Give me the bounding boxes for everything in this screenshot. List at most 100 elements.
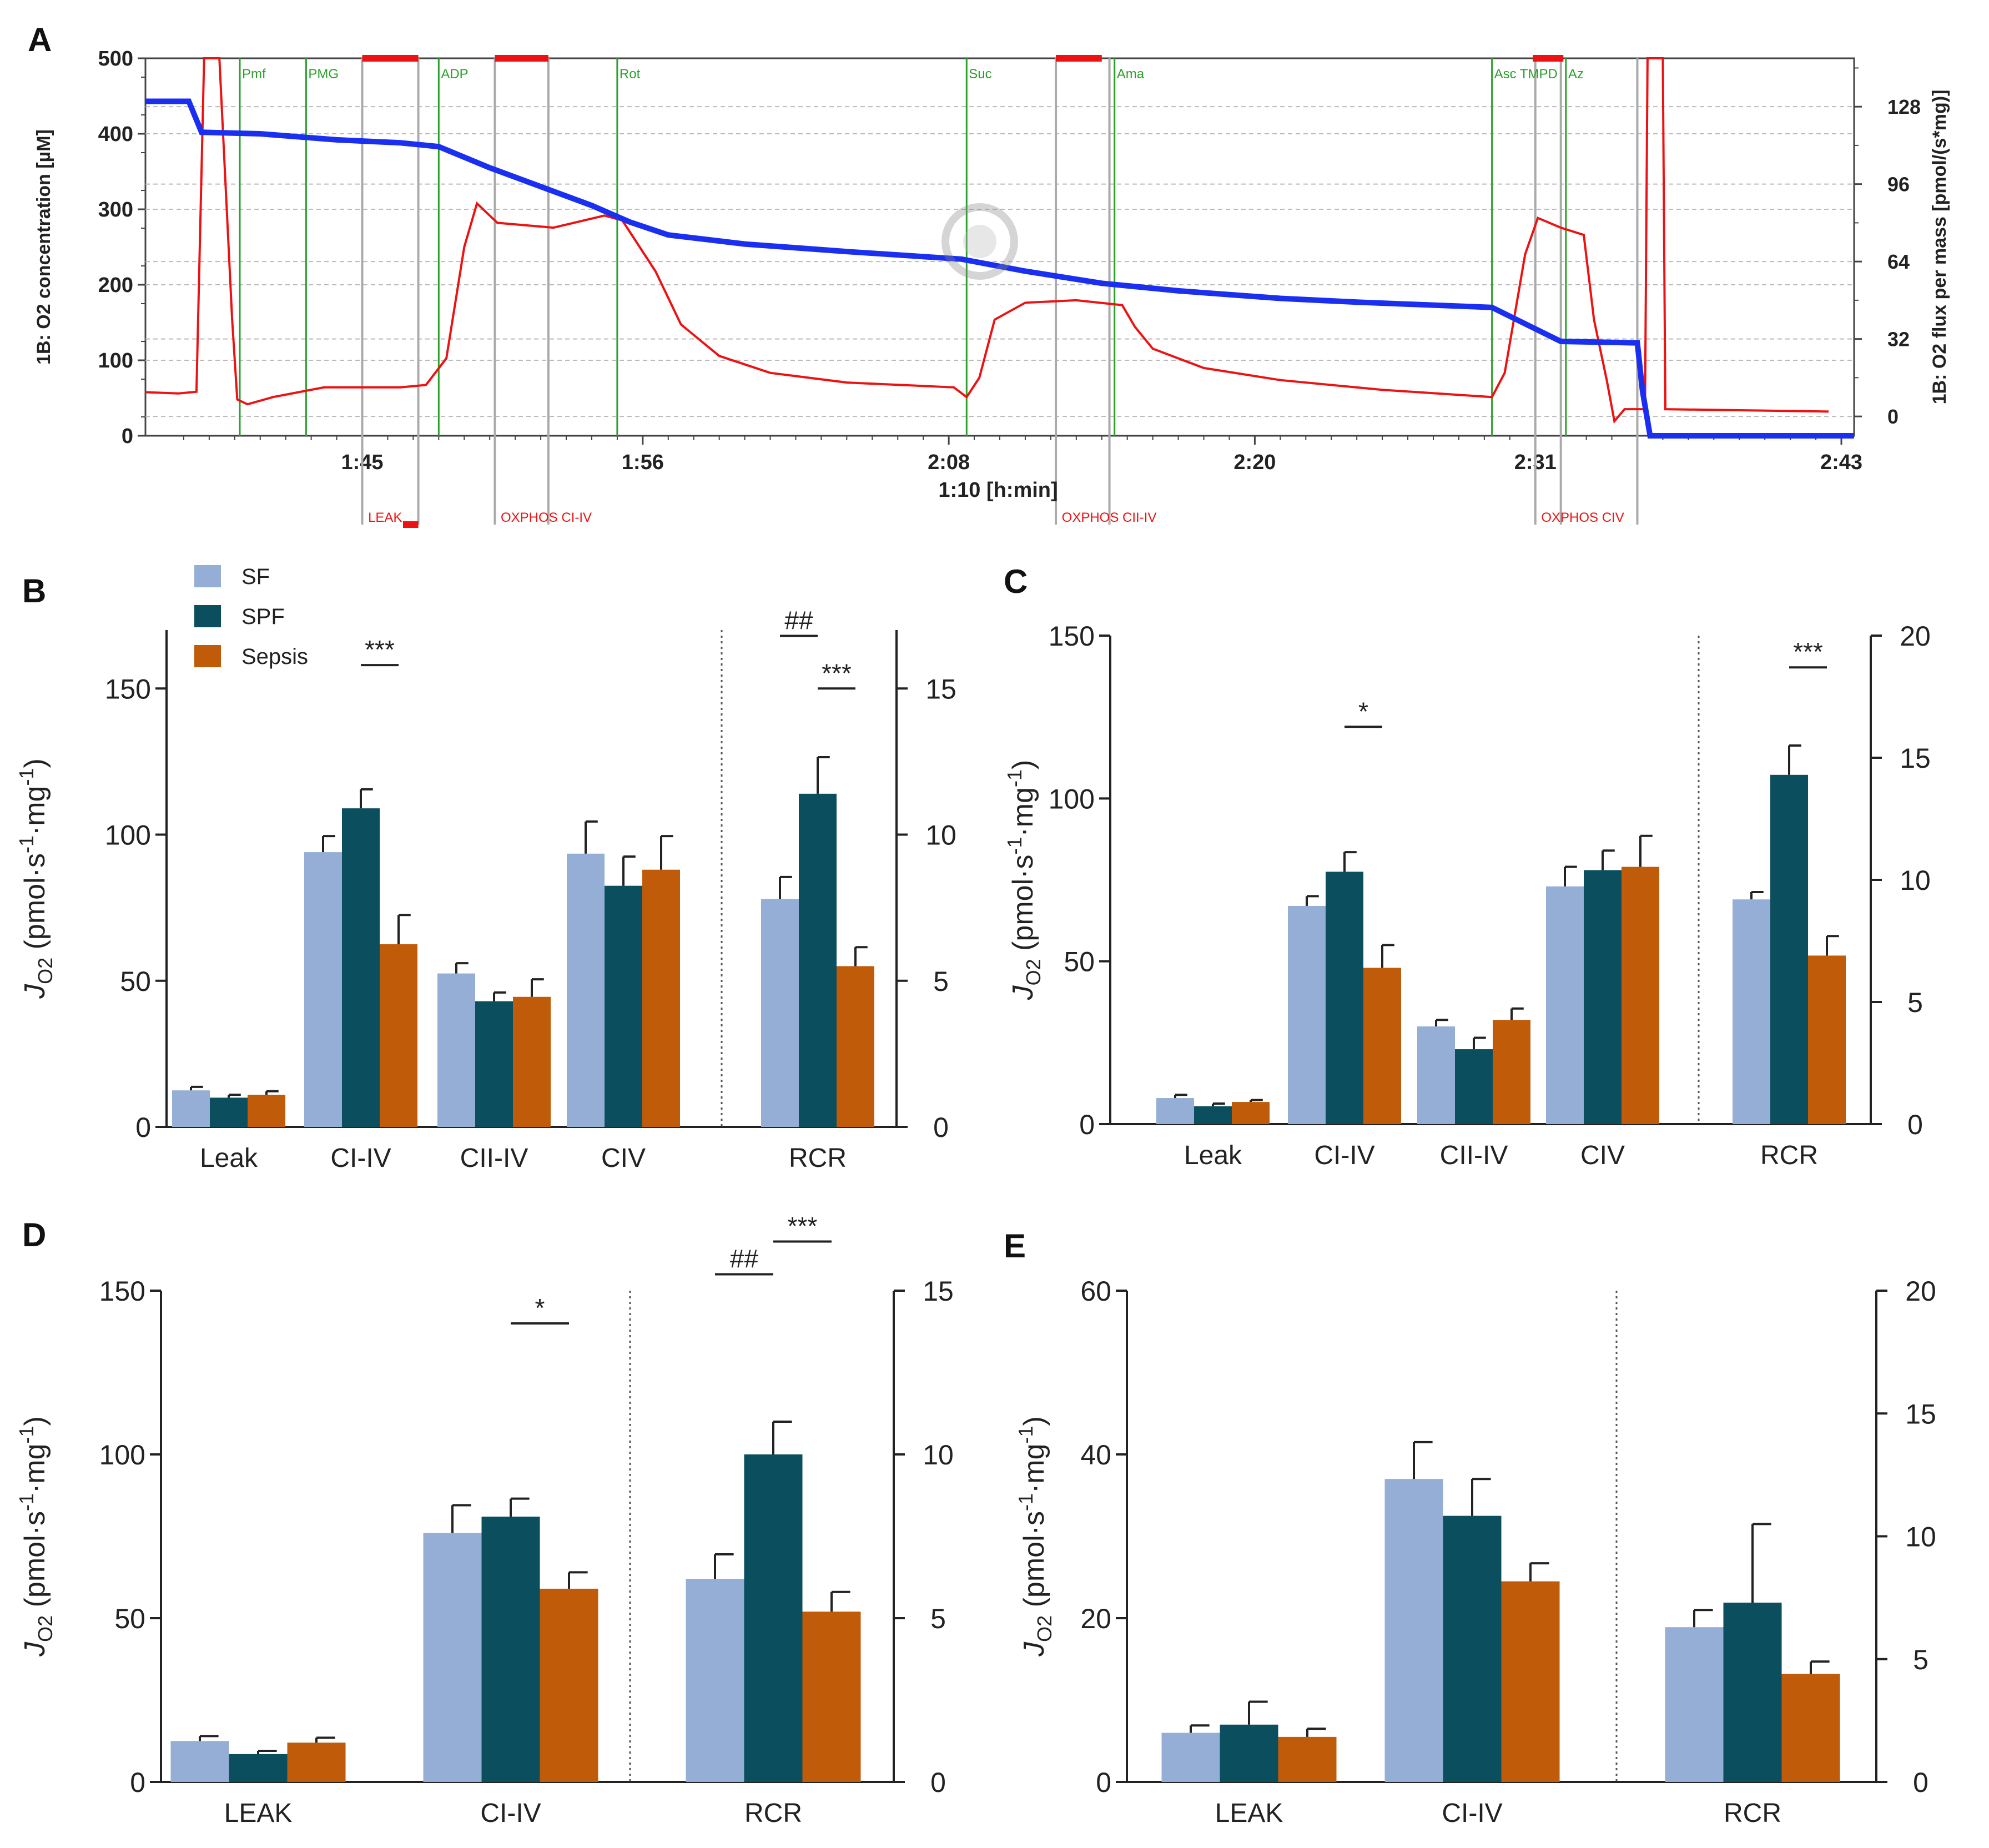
panel-c-left-tick-label-100: 100 bbox=[1049, 783, 1095, 814]
panel-b-category-label-civ: CIV bbox=[601, 1144, 646, 1173]
panel-d-y-axis-label-part: J bbox=[19, 1641, 51, 1657]
panel-a-left-tick-label-400: 400 bbox=[98, 123, 133, 146]
panel-c-bar-sepsis-leak bbox=[1232, 1102, 1270, 1124]
panel-b-bar-sf-cii-iv bbox=[437, 973, 475, 1127]
panel-d-bar-sepsis-leak bbox=[287, 1743, 346, 1782]
panel-d-y-axis-label-part: (pmol·s bbox=[19, 1511, 51, 1615]
panel-a-right-axis-label: 1B: O2 flux per mass [pmol/(s*mg)] bbox=[1929, 90, 1950, 405]
panel-c-bar-sepsis-ci-iv bbox=[1363, 968, 1401, 1124]
panel-b-left-tick-label-0: 0 bbox=[135, 1112, 151, 1143]
panel-c-bar-sepsis-cii-iv bbox=[1493, 1020, 1530, 1124]
panel-d-left-tick-label-150: 150 bbox=[99, 1276, 145, 1307]
panel-e-category-label-rcr: RCR bbox=[1724, 1799, 1781, 1828]
panel-e-y-axis-label-part: -1 bbox=[1014, 1426, 1037, 1443]
panel-d-bar-sf-leak bbox=[170, 1741, 229, 1782]
panel-b-bar-sf-ci-iv bbox=[304, 852, 342, 1127]
panel-d-category-label-rcr: RCR bbox=[744, 1799, 802, 1828]
panel-a-right-tick-label-64: 64 bbox=[1887, 250, 1910, 273]
panel-e-left-tick-label-40: 40 bbox=[1080, 1439, 1111, 1471]
panel-c-category-label-leak: Leak bbox=[1184, 1141, 1242, 1170]
panel-b-bar-sepsis-leak bbox=[248, 1095, 285, 1127]
panel-b-right-tick-label-10: 10 bbox=[925, 820, 956, 851]
panel-a-o2-concentration-trace bbox=[145, 98, 1854, 439]
panel-b-bar-sf-civ bbox=[567, 853, 605, 1127]
panel-c-right-tick-label-20: 20 bbox=[1900, 621, 1931, 652]
panel-e-left-tick-label-60: 60 bbox=[1080, 1276, 1111, 1307]
panel-d-right-tick-label-15: 15 bbox=[923, 1276, 954, 1307]
panel-c-bar-spf-ci-iv bbox=[1326, 872, 1363, 1124]
panel-a-green-marker-label: Rot bbox=[620, 67, 641, 82]
panel-e-right-tick-label-20: 20 bbox=[1905, 1276, 1936, 1307]
panel-e-right-tick-label-0: 0 bbox=[1913, 1767, 1928, 1798]
panel-d-significance-label: *** bbox=[788, 1212, 818, 1241]
panel-b-left-tick-label-50: 50 bbox=[120, 966, 151, 997]
panel-e-bar-sf-rcr bbox=[1665, 1627, 1724, 1782]
panel-e-y-axis-label-part: -1 bbox=[1014, 1493, 1037, 1511]
panel-c-bar-sepsis-civ bbox=[1622, 867, 1659, 1124]
panel-d-right-tick-label-0: 0 bbox=[930, 1767, 946, 1798]
panel-d-bar-sf-rcr bbox=[686, 1579, 744, 1782]
panel-d-bar-spf-leak bbox=[229, 1754, 288, 1782]
panel-c-right-tick-label-0: 0 bbox=[1907, 1109, 1923, 1140]
panel-a-watermark-logo bbox=[941, 203, 1018, 280]
panel-d-y-axis-label-part: O2 bbox=[34, 1615, 57, 1642]
panel-d-bar-sf-ci-iv bbox=[423, 1533, 482, 1782]
panel-a-right-tick-label-128: 128 bbox=[1887, 95, 1921, 118]
panel-c-significance-label: *** bbox=[1793, 637, 1823, 666]
panel-b-bar-spf-rcr bbox=[799, 793, 837, 1127]
panel-d-y-axis-label-part: -1 bbox=[15, 1493, 38, 1511]
panel-b-y-axis-label: JO2 (pmol·s-1·mg-1) bbox=[15, 758, 57, 999]
panel-e-bar-spf-rcr bbox=[1723, 1602, 1782, 1782]
panel-a-x-tick-label-2:43: 2:43 bbox=[1820, 451, 1862, 474]
panel-b-category-label-leak: Leak bbox=[200, 1144, 258, 1173]
panel-c-bar-sepsis-rcr bbox=[1808, 955, 1846, 1124]
panel-c-bar-spf-rcr bbox=[1770, 774, 1808, 1124]
panel-e-bar-sepsis-leak bbox=[1278, 1736, 1337, 1782]
panel-a-green-marker-label: Asc TMPD bbox=[1494, 67, 1558, 82]
panel-a-right-tick-label-32: 32 bbox=[1887, 328, 1910, 351]
legend: SF SPF Sepsis bbox=[194, 565, 308, 669]
panel-d-right-tick-label-10: 10 bbox=[923, 1439, 954, 1471]
panel-c-left-tick-label-0: 0 bbox=[1079, 1109, 1095, 1140]
panel-b-y-axis-label-part: (pmol·s bbox=[19, 853, 51, 958]
panel-d-left-tick-label-50: 50 bbox=[114, 1603, 145, 1634]
panel-c-y-axis-label-part: (pmol·s bbox=[1007, 855, 1039, 959]
panel-b-y-axis-label-part: -1 bbox=[15, 835, 38, 853]
panel-e-bar-sf-ci-iv bbox=[1384, 1479, 1443, 1782]
panel-d-y-axis-label: JO2 (pmol·s-1·mg-1) bbox=[15, 1416, 57, 1657]
panel-a-left-tick-label-100: 100 bbox=[98, 349, 133, 372]
panel-c-right-tick-label-10: 10 bbox=[1900, 865, 1931, 896]
panel-e-y-axis-label-part: ·mg bbox=[1018, 1443, 1050, 1493]
panel-c-y-axis-label-part: -1 bbox=[1003, 837, 1026, 855]
panel-e-right-tick-label-15: 15 bbox=[1905, 1398, 1936, 1429]
panel-b-bar-spf-civ bbox=[605, 885, 642, 1127]
panel-b-y-axis-label-part: ·mg bbox=[19, 785, 51, 835]
panel-d-letter: D bbox=[22, 1216, 46, 1253]
panel-c-category-label-ci-iv: CI-IV bbox=[1314, 1141, 1374, 1170]
panel-c-bar-sf-ci-iv bbox=[1288, 905, 1326, 1124]
panel-a-left-tick-label-500: 500 bbox=[98, 47, 133, 71]
panel-b-bar-spf-ci-iv bbox=[342, 808, 380, 1127]
panel-a-left-tick-label-0: 0 bbox=[122, 425, 133, 448]
panel-d-bar-sepsis-rcr bbox=[802, 1612, 861, 1782]
panel-c-right-tick-label-5: 5 bbox=[1907, 987, 1923, 1018]
panel-e-left-tick-label-0: 0 bbox=[1096, 1767, 1111, 1798]
panel-b-bar-sf-leak bbox=[172, 1090, 210, 1127]
panel-e-bar-sf-leak bbox=[1161, 1733, 1220, 1782]
panel-b-bar-sepsis-cii-iv bbox=[513, 996, 551, 1127]
panel-e-right-tick-label-5: 5 bbox=[1913, 1644, 1928, 1675]
panel-c-y-axis-label: JO2 (pmol·s-1·mg-1) bbox=[1003, 760, 1045, 1001]
legend-swatch-sepsis bbox=[194, 645, 221, 667]
panel-a-right-tick-label-0: 0 bbox=[1887, 405, 1899, 428]
panel-c-category-label-civ: CIV bbox=[1580, 1141, 1625, 1170]
panel-a-left-axis-label: 1B: O2 concentration [µM] bbox=[33, 129, 54, 365]
panel-c-category-label-cii-iv: CII-IV bbox=[1440, 1141, 1508, 1170]
panel-d-bar-spf-rcr bbox=[744, 1454, 803, 1782]
panel-b-right-tick-label-5: 5 bbox=[933, 966, 949, 997]
legend-swatch-sf bbox=[194, 565, 221, 587]
panel-e-bar-spf-ci-iv bbox=[1443, 1515, 1502, 1782]
